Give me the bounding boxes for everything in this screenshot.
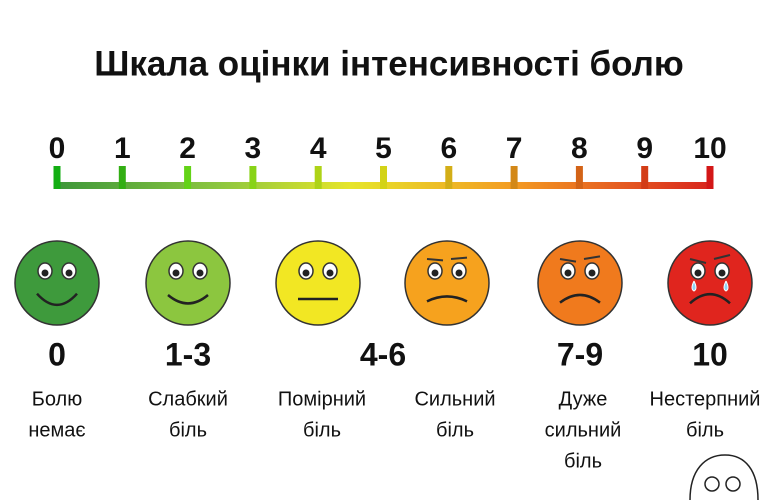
pupil — [431, 269, 439, 277]
mouth — [559, 293, 601, 304]
brow — [559, 258, 577, 263]
description: біль — [303, 419, 341, 441]
brow — [450, 256, 468, 260]
description: Нестерпний — [650, 388, 761, 410]
tick-mark — [53, 166, 61, 189]
face — [404, 240, 490, 326]
tick-label: 6 — [440, 132, 457, 165]
face-circle — [537, 240, 623, 326]
range-label: 1-3 — [165, 336, 211, 372]
tear — [723, 280, 729, 292]
tick-mark — [445, 166, 453, 189]
pupil — [196, 269, 204, 277]
pupil — [172, 269, 180, 277]
range-label: 10 — [692, 336, 728, 372]
tick-label: 5 — [375, 132, 392, 165]
range-label: 0 — [48, 336, 66, 372]
range-label: 4-6 — [360, 336, 406, 372]
tick-mark — [118, 166, 126, 189]
tick-mark — [249, 166, 257, 189]
title: Шкала оцінки інтенсивності болю — [94, 44, 684, 83]
tick-mark — [314, 166, 322, 189]
pupil — [564, 269, 572, 277]
pupil — [65, 269, 73, 277]
description: Болю — [32, 388, 82, 410]
tick-mark — [510, 166, 518, 189]
face-circle — [145, 240, 231, 326]
pupil — [718, 269, 726, 277]
range-label: 7-9 — [557, 336, 603, 372]
description: Слабкий — [148, 388, 228, 410]
pupil — [302, 269, 310, 277]
tick-mark — [706, 166, 714, 189]
description: немає — [28, 419, 85, 441]
face — [145, 240, 231, 326]
mouth — [36, 292, 78, 307]
tick-mark — [641, 166, 649, 189]
tick-label: 7 — [506, 132, 523, 165]
face — [14, 240, 100, 326]
pupil — [455, 269, 463, 277]
pupil — [588, 269, 596, 277]
pupil — [326, 269, 334, 277]
tick-label: 9 — [636, 132, 653, 165]
face — [537, 240, 623, 326]
mouth — [167, 294, 209, 305]
face — [667, 240, 753, 326]
tick-label: 3 — [245, 132, 262, 165]
description: біль — [686, 419, 724, 441]
brow — [426, 258, 444, 262]
tick-label: 4 — [310, 132, 327, 165]
mouth — [426, 295, 468, 303]
tick-label: 0 — [49, 132, 66, 165]
face-circle — [14, 240, 100, 326]
face — [275, 240, 361, 326]
description: Помірний — [278, 388, 366, 410]
tick-mark — [184, 166, 192, 189]
pupil — [41, 269, 49, 277]
tick-mark — [380, 166, 387, 189]
brow — [583, 255, 601, 260]
description: біль — [169, 419, 207, 441]
description: Дуже — [559, 388, 608, 410]
description: Сильний — [414, 388, 495, 410]
tick-label: 2 — [179, 132, 196, 165]
tear — [691, 280, 697, 292]
brow — [713, 254, 731, 260]
tick-label: 10 — [693, 132, 726, 165]
description: біль — [564, 450, 602, 472]
tick-label: 1 — [114, 132, 131, 165]
pupil — [694, 269, 702, 277]
brow — [689, 258, 707, 264]
description: біль — [436, 419, 474, 441]
tick-mark — [575, 166, 583, 189]
mouth — [689, 292, 731, 305]
face-circle — [275, 240, 361, 326]
tick-label: 8 — [571, 132, 588, 165]
doodle — [689, 454, 759, 500]
description: сильний — [545, 419, 622, 441]
face-circle — [404, 240, 490, 326]
face-circle — [667, 240, 753, 326]
